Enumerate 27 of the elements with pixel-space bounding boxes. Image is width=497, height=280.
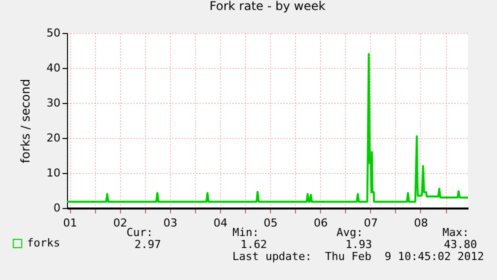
text: 1.93 [346, 238, 372, 251]
text: Last update: Thu Feb 9 10:45:02 2012 [232, 250, 484, 263]
text: Min: [232, 226, 259, 239]
y-axis-title: forks / second [18, 78, 33, 164]
y-tick-label: 30 [46, 96, 60, 110]
x-tick-label: 03 [163, 216, 178, 230]
text: 2.97 [134, 238, 161, 251]
x-tick-label: 02 [113, 216, 128, 230]
line-series [66, 53, 469, 203]
text: 1.62 [240, 238, 267, 251]
x-tick-label: 01 [63, 216, 78, 230]
x-tick-label: 06 [314, 216, 328, 230]
y-tick-label: 40 [46, 62, 60, 74]
text: 43.80 [444, 238, 477, 251]
text: Max: [442, 226, 469, 239]
y-tick-label: 50 [46, 26, 60, 40]
x-tick-label: 04 [213, 216, 228, 230]
text: Cur: [126, 226, 153, 239]
x-tick-label: 08 [414, 216, 428, 230]
y-tick-label: 0 [54, 202, 60, 214]
text: Avg: [336, 226, 363, 239]
y-tick-label: 20 [46, 132, 60, 144]
y-tick-label: 10 [46, 166, 60, 180]
chart-title: Fork rate - by week [210, 0, 326, 13]
x-tick-label: 07 [364, 216, 378, 230]
x-tick-label: 05 [264, 216, 278, 230]
legend-label: forks [27, 236, 60, 250]
